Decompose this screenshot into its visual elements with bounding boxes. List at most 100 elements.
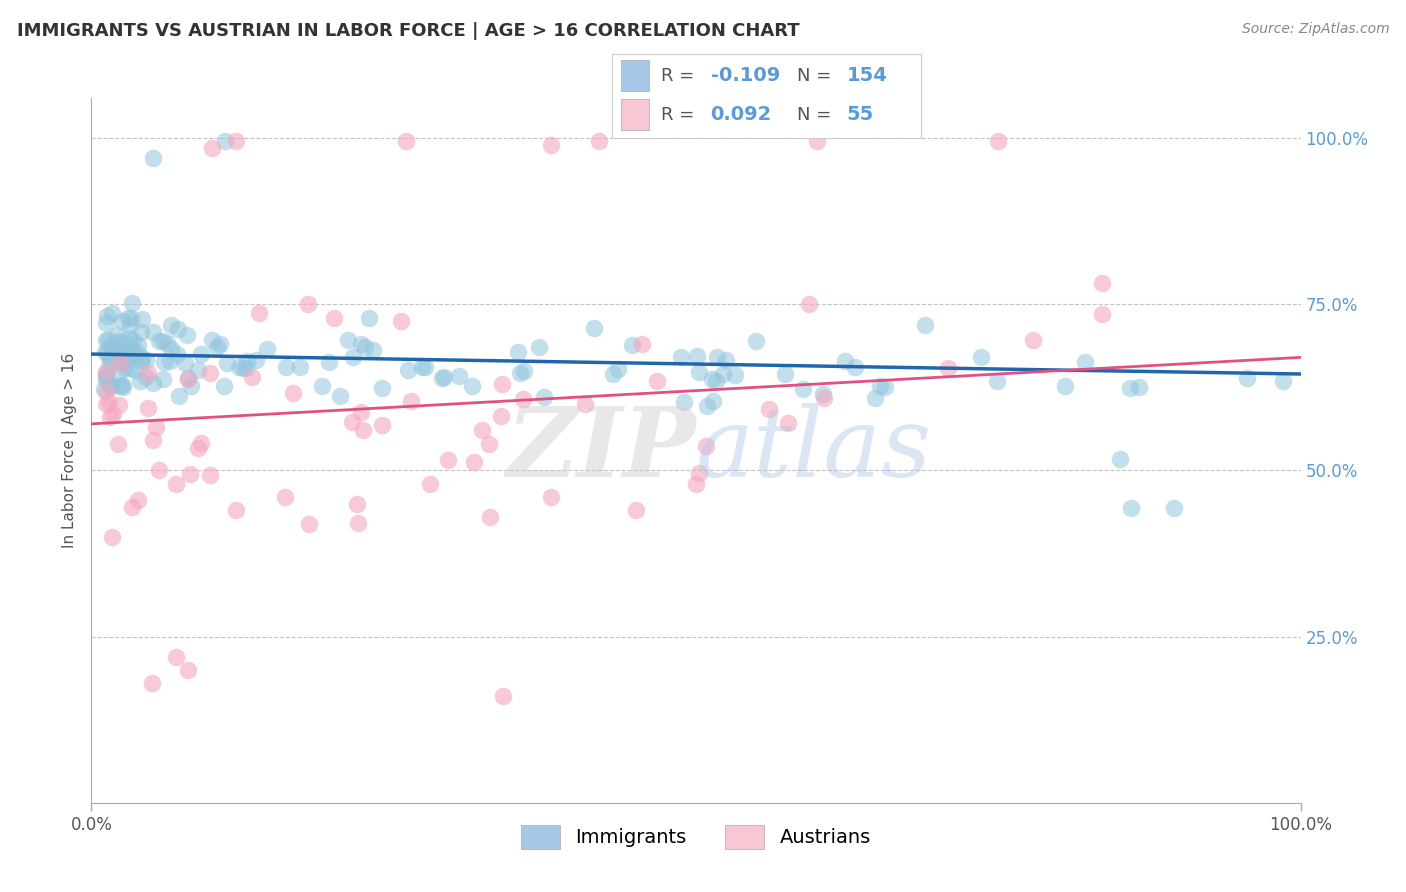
Point xyxy=(96,384,118,399)
Point xyxy=(118,345,141,359)
Point xyxy=(128,374,150,388)
Point xyxy=(165,476,187,491)
Point xyxy=(101,305,124,319)
Point xyxy=(108,398,131,412)
Point xyxy=(107,335,129,350)
Point xyxy=(873,380,896,394)
Point xyxy=(212,379,235,393)
Point xyxy=(415,360,437,375)
Point xyxy=(177,371,200,385)
Point xyxy=(588,134,610,148)
Point xyxy=(688,365,710,379)
Point xyxy=(209,336,232,351)
Point xyxy=(235,360,257,375)
Point xyxy=(111,346,134,360)
Point xyxy=(94,373,117,387)
Y-axis label: In Labor Force | Age > 16: In Labor Force | Age > 16 xyxy=(62,353,79,548)
Legend: Immigrants, Austrians: Immigrants, Austrians xyxy=(513,817,879,856)
Point xyxy=(129,325,152,339)
Point xyxy=(797,296,820,310)
Point xyxy=(744,334,766,348)
Point xyxy=(329,389,352,403)
Point xyxy=(813,387,835,401)
Point xyxy=(198,467,221,482)
Point xyxy=(110,356,132,370)
Point xyxy=(148,334,170,348)
Point xyxy=(1109,452,1132,467)
Point xyxy=(1073,355,1095,369)
Point xyxy=(463,455,485,469)
Point xyxy=(110,378,132,392)
Point xyxy=(104,341,127,355)
Point xyxy=(200,366,222,380)
Point xyxy=(1091,307,1114,321)
Point xyxy=(225,134,247,148)
Point xyxy=(117,310,139,325)
Point xyxy=(630,336,652,351)
Point xyxy=(176,372,198,386)
Point xyxy=(94,316,117,330)
Point xyxy=(121,343,143,358)
Point xyxy=(620,338,643,352)
Point xyxy=(318,355,340,369)
Point xyxy=(94,344,117,359)
Point xyxy=(111,378,134,392)
Point xyxy=(432,371,454,385)
Point xyxy=(96,310,118,324)
Point xyxy=(96,333,118,347)
Point xyxy=(114,351,136,366)
Point xyxy=(1022,333,1045,347)
Point xyxy=(346,497,368,511)
Point xyxy=(844,360,866,375)
Point xyxy=(142,433,165,447)
Point xyxy=(778,416,800,430)
Point xyxy=(323,311,346,326)
Point xyxy=(180,379,202,393)
Point xyxy=(93,382,115,396)
Point xyxy=(512,392,534,407)
Point xyxy=(131,311,153,326)
Point xyxy=(120,342,142,356)
Text: IMMIGRANTS VS AUSTRIAN IN LABOR FORCE | AGE > 16 CORRELATION CHART: IMMIGRANTS VS AUSTRIAN IN LABOR FORCE | … xyxy=(17,22,800,40)
Text: R =: R = xyxy=(661,67,695,85)
Point xyxy=(107,348,129,362)
Point xyxy=(479,510,502,524)
Point xyxy=(232,361,254,376)
Point xyxy=(813,391,835,405)
Point xyxy=(190,346,212,360)
Point xyxy=(540,490,562,504)
Text: N =: N = xyxy=(797,67,831,85)
Point xyxy=(245,353,267,368)
Point xyxy=(936,361,959,376)
Point xyxy=(225,503,247,517)
Point xyxy=(148,463,170,477)
Point xyxy=(437,453,460,467)
Point xyxy=(704,374,727,388)
Point xyxy=(166,347,188,361)
Point xyxy=(100,530,122,544)
Point xyxy=(98,379,121,393)
Point xyxy=(288,359,311,374)
Point xyxy=(108,345,131,359)
Bar xyxy=(621,61,648,91)
Point xyxy=(471,423,494,437)
Point xyxy=(672,395,695,409)
Point xyxy=(350,404,373,418)
Point xyxy=(201,141,224,155)
Point xyxy=(159,343,181,357)
Point xyxy=(354,339,377,353)
Point xyxy=(347,516,370,530)
Point xyxy=(792,382,814,396)
Point xyxy=(624,503,647,517)
Point xyxy=(121,348,143,362)
Point xyxy=(110,314,132,328)
Point xyxy=(513,364,536,378)
Point xyxy=(228,360,250,375)
Point xyxy=(606,361,628,376)
Point xyxy=(131,351,153,365)
Point xyxy=(1271,374,1294,388)
Point xyxy=(111,342,134,356)
Point xyxy=(107,436,129,450)
Point xyxy=(461,379,484,393)
Point xyxy=(582,320,605,334)
